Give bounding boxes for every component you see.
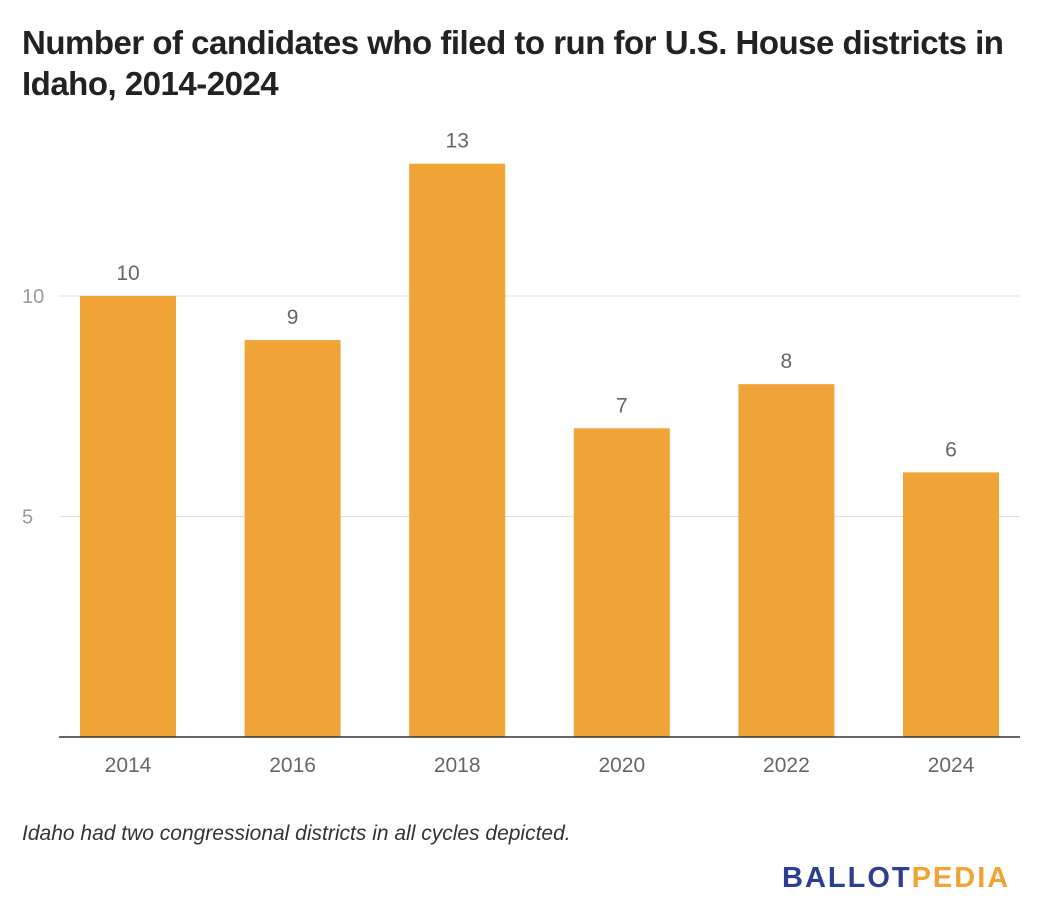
x-tick-label: 2022 [763, 754, 810, 777]
bar-2016 [244, 340, 341, 737]
bars [80, 163, 999, 737]
bar-2022 [738, 384, 835, 737]
ballotpedia-logo: BALLOTPEDIA [782, 862, 1010, 895]
bar-chart: 5 10 10 9 13 7 8 6 2014 2016 2018 2020 2022 2024 [22, 130, 1020, 777]
y-tick-label: 10 [22, 286, 44, 308]
x-tick-label: 2016 [269, 754, 316, 777]
bar-2014 [80, 295, 176, 737]
footnote: Idaho had two congressional districts in… [22, 822, 571, 845]
bar-2018 [409, 163, 506, 737]
chart-title: Number of candidates who filed to run fo… [22, 24, 1004, 102]
data-label: 9 [287, 306, 299, 329]
bar-2020 [573, 428, 670, 737]
y-tick-label: 5 [22, 506, 33, 528]
data-label: 8 [781, 350, 793, 373]
x-axis-ticks: 2014 2016 2018 2020 2022 2024 [105, 754, 975, 777]
data-label: 7 [616, 394, 628, 417]
x-tick-label: 2020 [598, 754, 645, 777]
x-tick-label: 2018 [434, 754, 481, 777]
x-tick-label: 2014 [105, 754, 152, 777]
bar-2024 [903, 472, 999, 737]
data-label: 10 [116, 262, 139, 285]
gridlines [59, 295, 1020, 517]
logo-part-ballot: BALLOT [782, 862, 912, 894]
data-label: 6 [945, 438, 957, 461]
y-axis-ticks: 5 10 [22, 286, 44, 529]
data-labels: 10 9 13 7 8 6 [116, 130, 957, 462]
logo-part-pedia: PEDIA [911, 862, 1011, 894]
data-label: 13 [446, 130, 469, 153]
x-tick-label: 2024 [928, 754, 975, 777]
